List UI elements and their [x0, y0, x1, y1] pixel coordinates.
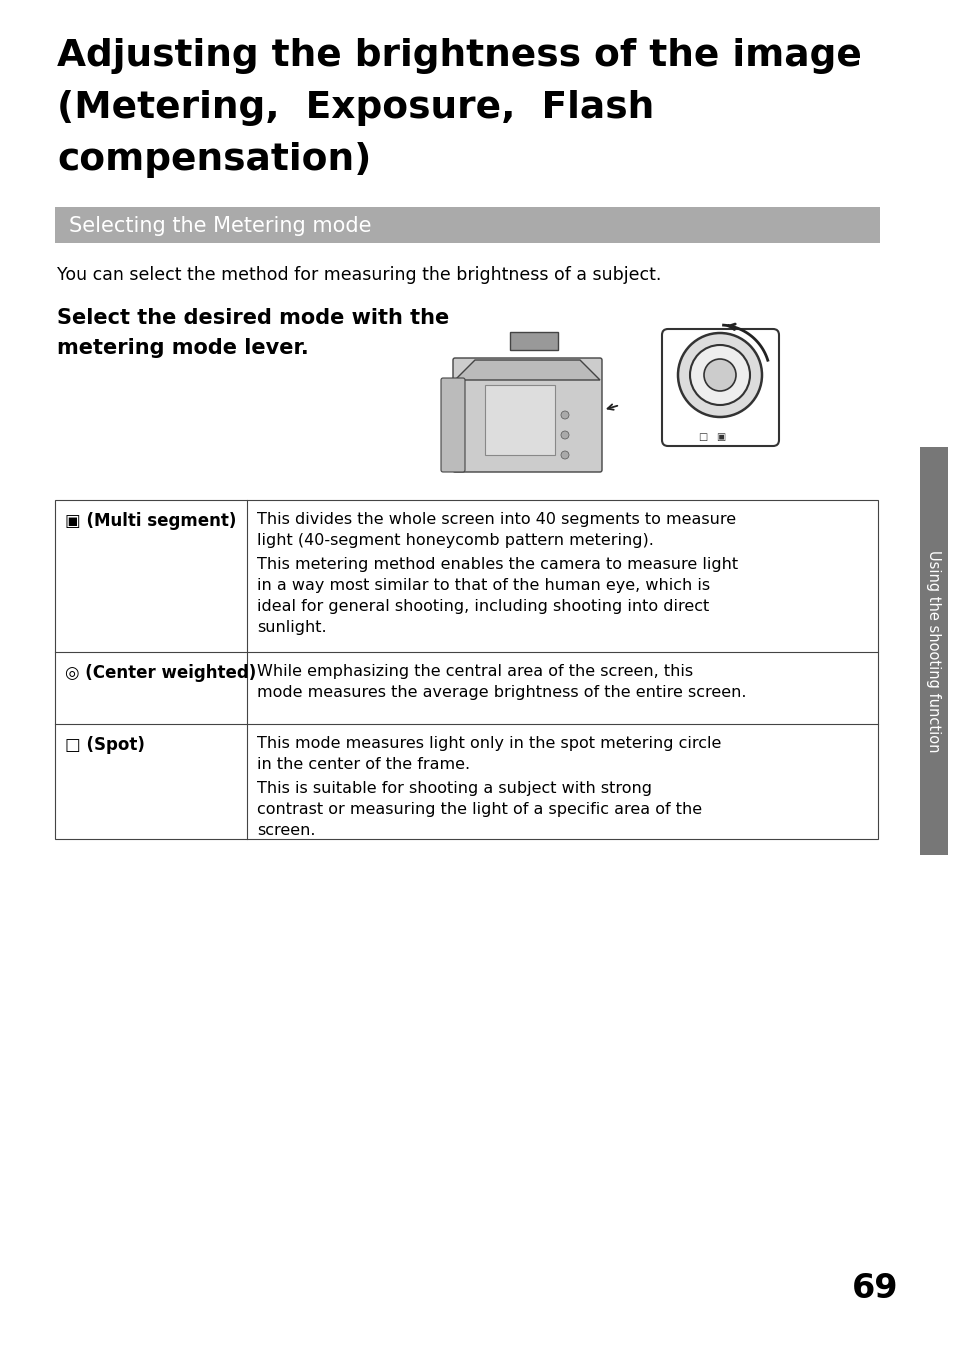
FancyBboxPatch shape [440, 378, 464, 472]
Text: ▣: ▣ [716, 432, 724, 443]
Text: (Metering,  Exposure,  Flash: (Metering, Exposure, Flash [57, 90, 654, 126]
FancyBboxPatch shape [453, 358, 601, 472]
Circle shape [560, 451, 568, 459]
Text: While emphasizing the central area of the screen, this: While emphasizing the central area of th… [256, 664, 693, 679]
Text: Selecting the Metering mode: Selecting the Metering mode [69, 217, 371, 235]
Circle shape [678, 334, 761, 417]
Circle shape [703, 359, 735, 391]
Text: ◎ (Center weighted): ◎ (Center weighted) [65, 664, 256, 682]
Text: □: □ [698, 432, 706, 443]
Text: Using the shooting function: Using the shooting function [925, 550, 941, 752]
Text: ideal for general shooting, including shooting into direct: ideal for general shooting, including sh… [256, 599, 708, 615]
Text: □ (Spot): □ (Spot) [65, 736, 145, 755]
Text: ▣ (Multi segment): ▣ (Multi segment) [65, 512, 236, 530]
Bar [919, 447, 947, 855]
Text: This mode measures light only in the spot metering circle: This mode measures light only in the spo… [256, 736, 720, 751]
Bar [484, 385, 555, 455]
Bar [55, 207, 879, 243]
Text: screen.: screen. [256, 823, 315, 838]
Text: You can select the method for measuring the brightness of a subject.: You can select the method for measuring … [57, 266, 660, 284]
Bar [510, 332, 558, 350]
Text: in the center of the frame.: in the center of the frame. [256, 757, 470, 772]
Circle shape [560, 412, 568, 420]
Bar [55, 500, 877, 839]
Text: mode measures the average brightness of the entire screen.: mode measures the average brightness of … [256, 685, 745, 699]
Text: metering mode lever.: metering mode lever. [57, 338, 309, 358]
Text: sunlight.: sunlight. [256, 620, 326, 635]
Text: This is suitable for shooting a subject with strong: This is suitable for shooting a subject … [256, 781, 651, 796]
Circle shape [689, 346, 749, 405]
Text: compensation): compensation) [57, 143, 371, 178]
Text: Adjusting the brightness of the image: Adjusting the brightness of the image [57, 38, 861, 74]
Text: contrast or measuring the light of a specific area of the: contrast or measuring the light of a spe… [256, 802, 701, 816]
Text: 69: 69 [851, 1272, 897, 1305]
Text: light (40-segment honeycomb pattern metering).: light (40-segment honeycomb pattern mete… [256, 533, 653, 547]
Text: in a way most similar to that of the human eye, which is: in a way most similar to that of the hum… [256, 578, 709, 593]
Text: This divides the whole screen into 40 segments to measure: This divides the whole screen into 40 se… [256, 512, 736, 527]
FancyBboxPatch shape [661, 330, 779, 447]
Text: This metering method enables the camera to measure light: This metering method enables the camera … [256, 557, 738, 572]
Text: Select the desired mode with the: Select the desired mode with the [57, 308, 449, 328]
Polygon shape [455, 360, 599, 381]
Circle shape [560, 430, 568, 438]
